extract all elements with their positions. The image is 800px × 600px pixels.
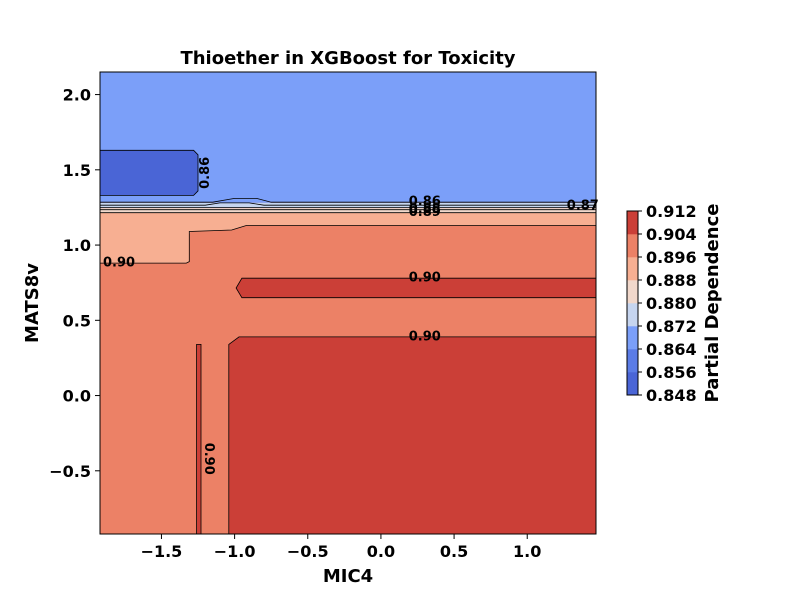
- contour-label: 0.87: [567, 198, 599, 213]
- x-tick-label: −1.5: [141, 542, 183, 561]
- y-tick-label: 1.0: [63, 236, 91, 255]
- contour-region-transition-2: [100, 208, 596, 213]
- contour-label: 0.89: [409, 205, 441, 220]
- contour-label: 0.86: [198, 157, 213, 189]
- y-tick-label: 1.5: [63, 161, 91, 180]
- contour-line: [196, 343, 202, 534]
- colorbar-segment: [627, 234, 638, 258]
- contour-region-lower-block: [228, 336, 596, 534]
- contour-line: [235, 277, 596, 299]
- contour-label: 0.88: [409, 202, 441, 217]
- contour-label: 0.90: [103, 256, 135, 271]
- x-axis-label: MIC4: [323, 566, 373, 587]
- contour-region-narrow-strip: [196, 344, 201, 534]
- colorbar: 0.848 0.856 0.864 0.872 0.880 0.888 0.896 0.904…: [626, 202, 723, 405]
- plot-area: 0.860.860.880.89 0.870.900.900.900.90: [99, 71, 599, 535]
- colorbar-ticks: 0.848 0.856 0.864 0.872 0.880 0.888 0.896 0.904…: [638, 202, 697, 405]
- contour-label: 0.90: [409, 329, 441, 344]
- x-tick-label: 0.5: [440, 542, 468, 561]
- colorbar-tick-label: 0.896: [646, 248, 697, 267]
- contour-lines: [100, 149, 596, 534]
- colorbar-label: Partial Dependence: [702, 204, 723, 403]
- contour-line: [100, 197, 596, 203]
- y-tick-label: 0.0: [63, 387, 91, 406]
- y-tick-label: 0.5: [63, 311, 91, 330]
- colorbar-segments: [627, 211, 638, 396]
- colorbar-tick-label: 0.888: [646, 271, 697, 290]
- colorbar-tick-label: 0.904: [646, 225, 697, 244]
- colorbar-segment: [627, 257, 638, 281]
- colorbar-segment: [627, 349, 638, 373]
- contour-region-top-left-low: [100, 150, 198, 196]
- contour-label: 0.90: [409, 271, 441, 286]
- colorbar-tick-label: 0.872: [646, 317, 697, 336]
- colorbar-segment: [627, 326, 638, 350]
- plot-frame: [99, 71, 597, 535]
- x-axis-ticks: −1.5 −1.0 −0.5 0.0 0.5 1.0: [141, 534, 541, 561]
- y-axis-ticks: −0.5 0.0 0.5 1.0 1.5 2.0: [49, 86, 100, 481]
- chart-title: Thioether in XGBoost for Toxicity: [180, 48, 515, 69]
- contour-region-upper-band: [236, 278, 596, 298]
- colorbar-segment: [627, 211, 638, 235]
- contour-line: [100, 202, 596, 206]
- colorbar-segment: [627, 280, 638, 304]
- y-tick-label: −0.5: [49, 462, 91, 481]
- contour-label: 0.86: [409, 195, 441, 210]
- colorbar-tick-label: 0.848: [646, 386, 697, 405]
- y-tick-label: 2.0: [63, 86, 91, 105]
- colorbar-segment: [627, 372, 638, 396]
- contour-label: 0.90: [201, 443, 216, 475]
- colorbar-tick-label: 0.880: [646, 294, 697, 313]
- contour-line: [100, 225, 596, 264]
- colorbar-tick-label: 0.864: [646, 340, 697, 359]
- x-tick-label: 1.0: [513, 542, 541, 561]
- colorbar-segment: [627, 303, 638, 327]
- x-tick-label: 0.0: [367, 542, 395, 561]
- contour-labels: 0.860.860.880.89 0.870.900.900.900.90: [103, 157, 599, 475]
- colorbar-tick-label: 0.856: [646, 363, 697, 382]
- x-tick-label: −1.0: [214, 542, 256, 561]
- y-axis-label: MATS8v: [22, 263, 43, 343]
- contour-line: [228, 336, 596, 534]
- colorbar-tick-label: 0.912: [646, 202, 697, 221]
- x-tick-label: −0.5: [287, 542, 329, 561]
- contour-line: [100, 149, 199, 196]
- contour-region-top-band: [100, 72, 596, 203]
